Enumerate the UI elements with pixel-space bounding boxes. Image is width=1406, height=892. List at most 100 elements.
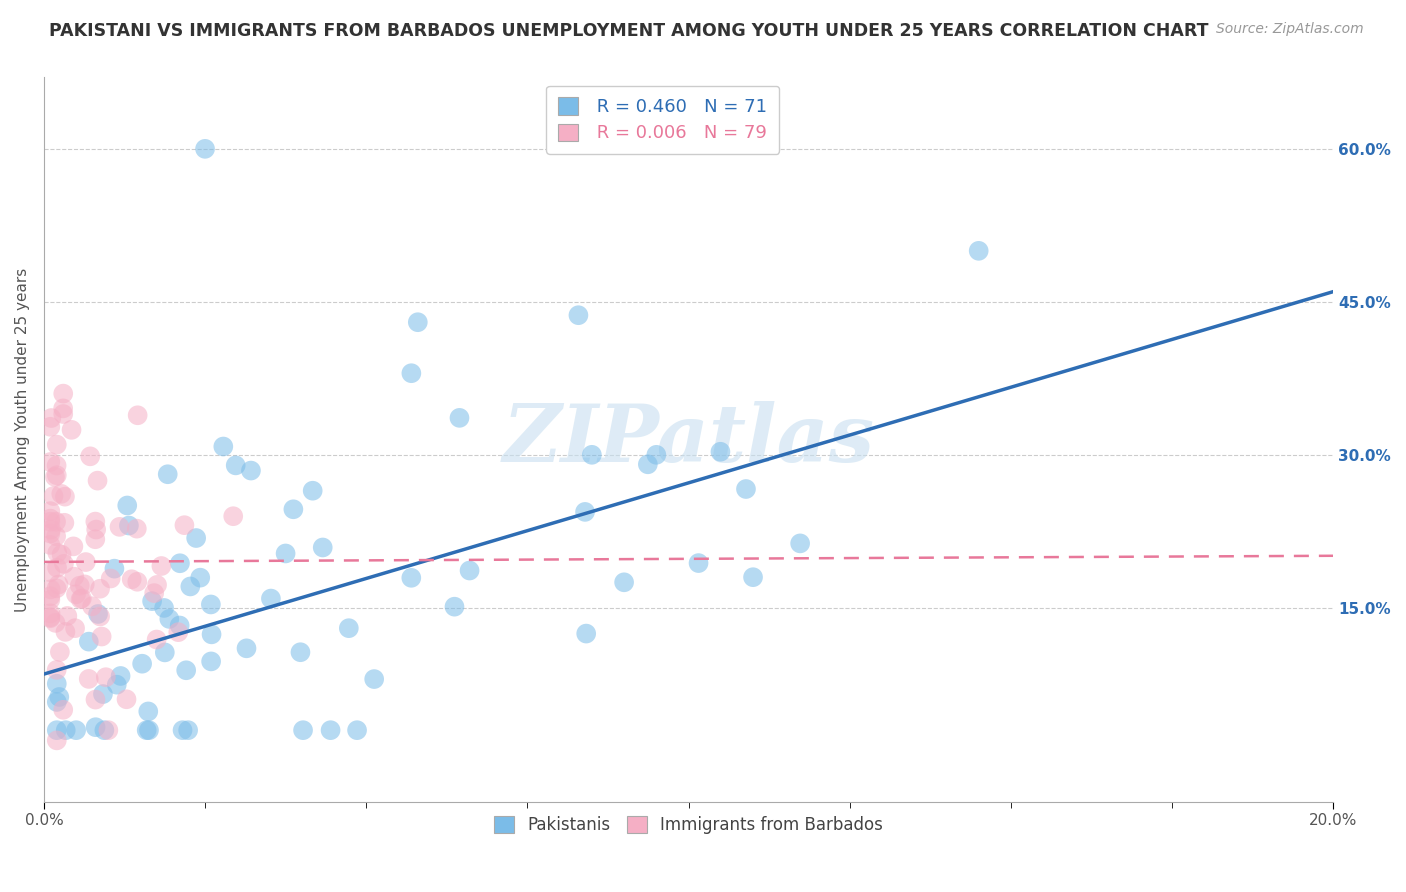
Point xyxy=(125,522,148,536)
Point xyxy=(567,308,589,322)
Point xyxy=(39,582,62,597)
Point xyxy=(46,560,69,574)
Point xyxy=(48,577,70,591)
Point xyxy=(45,458,67,473)
Point xyxy=(401,366,423,380)
Point xyxy=(39,511,62,525)
Point xyxy=(56,609,79,624)
Point xyxy=(742,570,765,584)
Point xyxy=(45,663,67,677)
Point xyxy=(200,627,222,641)
Point xyxy=(179,579,201,593)
Point xyxy=(260,591,283,606)
Point xyxy=(121,572,143,586)
Point xyxy=(581,448,603,462)
Point xyxy=(127,574,149,589)
Point xyxy=(42,489,65,503)
Point xyxy=(688,556,710,570)
Point xyxy=(45,733,67,747)
Point xyxy=(406,315,429,329)
Point xyxy=(135,723,157,738)
Point xyxy=(39,455,62,469)
Point xyxy=(100,572,122,586)
Point xyxy=(94,670,117,684)
Point xyxy=(346,723,368,738)
Point xyxy=(39,607,62,621)
Point xyxy=(222,509,245,524)
Point xyxy=(73,577,96,591)
Point xyxy=(186,531,208,545)
Y-axis label: Unemployment Among Youth under 25 years: Unemployment Among Youth under 25 years xyxy=(15,268,30,612)
Point xyxy=(172,723,194,738)
Point xyxy=(39,611,62,625)
Point xyxy=(45,515,67,529)
Point xyxy=(169,618,191,632)
Point xyxy=(84,515,107,529)
Point xyxy=(103,561,125,575)
Point xyxy=(51,548,73,562)
Point xyxy=(90,630,112,644)
Point xyxy=(53,516,76,530)
Point xyxy=(39,419,62,434)
Point xyxy=(239,464,262,478)
Point xyxy=(319,723,342,738)
Point xyxy=(45,723,67,738)
Point xyxy=(177,723,200,738)
Point xyxy=(69,579,91,593)
Point xyxy=(235,641,257,656)
Point xyxy=(39,411,62,425)
Point xyxy=(39,610,62,624)
Point xyxy=(55,723,77,738)
Point xyxy=(44,470,66,484)
Text: Source: ZipAtlas.com: Source: ZipAtlas.com xyxy=(1216,22,1364,37)
Point xyxy=(46,546,69,560)
Point xyxy=(55,624,77,639)
Point xyxy=(93,723,115,738)
Point xyxy=(45,582,67,596)
Point xyxy=(401,571,423,585)
Point xyxy=(89,609,111,624)
Point xyxy=(84,692,107,706)
Point xyxy=(188,571,211,585)
Point xyxy=(45,468,67,483)
Point xyxy=(312,541,335,555)
Point xyxy=(443,599,465,614)
Point xyxy=(225,458,247,473)
Point xyxy=(39,538,62,552)
Point xyxy=(200,598,222,612)
Point xyxy=(84,523,107,537)
Point xyxy=(51,487,73,501)
Point xyxy=(105,678,128,692)
Point xyxy=(39,504,62,518)
Legend: Pakistanis, Immigrants from Barbados: Pakistanis, Immigrants from Barbados xyxy=(484,805,893,844)
Point xyxy=(458,564,481,578)
Point xyxy=(44,615,66,630)
Point xyxy=(75,555,97,569)
Point xyxy=(212,440,235,454)
Point xyxy=(52,557,75,571)
Point xyxy=(39,515,62,529)
Point xyxy=(337,621,360,635)
Point xyxy=(118,518,141,533)
Point xyxy=(115,499,138,513)
Point xyxy=(645,448,668,462)
Point xyxy=(82,599,104,614)
Point xyxy=(60,423,83,437)
Point xyxy=(63,570,86,584)
Point xyxy=(290,645,312,659)
Point xyxy=(157,612,180,626)
Point xyxy=(65,723,87,738)
Point xyxy=(48,690,70,704)
Point xyxy=(77,634,100,648)
Point xyxy=(65,587,87,601)
Point xyxy=(138,723,160,738)
Point xyxy=(52,401,75,416)
Point xyxy=(194,142,217,156)
Point xyxy=(146,578,169,592)
Point xyxy=(301,483,323,498)
Point xyxy=(363,672,385,686)
Point xyxy=(449,410,471,425)
Point xyxy=(167,625,190,640)
Point xyxy=(200,654,222,668)
Point xyxy=(84,533,107,547)
